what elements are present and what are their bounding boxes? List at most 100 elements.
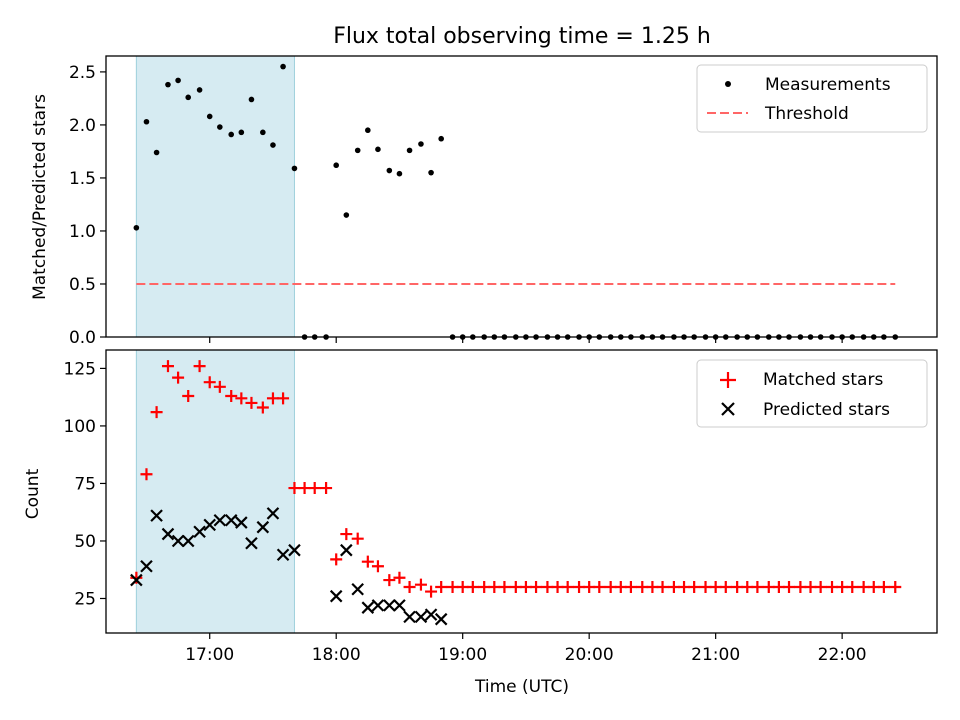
matched-star-point bbox=[330, 553, 343, 566]
predicted-star-point bbox=[403, 610, 416, 624]
predicted-star-point bbox=[276, 548, 290, 562]
x-tick-label: 22:00 bbox=[818, 645, 867, 665]
matched-star-point bbox=[320, 482, 333, 495]
matched-star-point bbox=[614, 580, 627, 593]
matched-star-point bbox=[783, 580, 796, 593]
matched-star-point bbox=[867, 580, 880, 593]
matched-star-point bbox=[857, 580, 870, 593]
predicted-star-point bbox=[224, 513, 238, 527]
bottom-legend-box bbox=[696, 359, 928, 428]
matched-star-point bbox=[519, 580, 532, 593]
y-tick-label: 25 bbox=[74, 589, 96, 609]
matched-star-point bbox=[583, 580, 596, 593]
matched-star-point bbox=[425, 585, 438, 598]
predicted-star-point bbox=[383, 599, 396, 612]
matched-star-point bbox=[203, 376, 216, 389]
matched-star-point bbox=[414, 578, 427, 591]
predicted-star-point bbox=[329, 589, 343, 603]
matched-star-point bbox=[877, 580, 890, 593]
matched-star-point bbox=[667, 580, 680, 593]
y-tick-label: 1.5 bbox=[69, 169, 96, 189]
measurement-point bbox=[165, 81, 171, 88]
matched-star-point bbox=[288, 482, 301, 495]
predicted-star-point bbox=[203, 518, 216, 532]
predicted-star-point bbox=[393, 599, 406, 612]
matched-star-point bbox=[446, 580, 459, 593]
predicted-star-point bbox=[371, 599, 385, 612]
legend-threshold-label: Threshold bbox=[764, 104, 849, 124]
matched-star-point bbox=[656, 580, 669, 593]
y-tick-label: 1.0 bbox=[69, 222, 96, 242]
legend-matched-label: Matched stars bbox=[763, 370, 883, 390]
matched-star-point bbox=[573, 580, 586, 593]
legend-predicted-label: Predicted stars bbox=[763, 400, 890, 420]
matched-star-point bbox=[699, 580, 712, 593]
legend-measurements-label: Measurements bbox=[765, 75, 891, 95]
matched-star-point bbox=[403, 580, 416, 593]
predicted-star-point bbox=[266, 507, 280, 520]
matched-star-point bbox=[383, 574, 396, 587]
matched-stars-points bbox=[130, 360, 902, 598]
matched-star-point bbox=[772, 580, 785, 593]
bottom-legend: Matched stars Predicted stars bbox=[696, 359, 928, 428]
predicted-star-point bbox=[181, 534, 195, 548]
matched-star-point bbox=[308, 482, 321, 495]
matched-star-point bbox=[678, 580, 691, 593]
legend-measurements-marker bbox=[725, 81, 731, 87]
matched-star-point bbox=[836, 580, 849, 593]
predicted-star-point bbox=[434, 612, 448, 626]
measurement-point bbox=[238, 129, 245, 136]
x-tick-label: 20:00 bbox=[565, 645, 614, 665]
predicted-star-point bbox=[150, 509, 163, 522]
y-tick-label: 0.0 bbox=[69, 328, 96, 348]
measurement-point bbox=[428, 169, 434, 176]
predicted-star-point bbox=[424, 608, 438, 621]
matched-star-point bbox=[478, 580, 491, 593]
measurement-point bbox=[354, 147, 361, 154]
measurement-point bbox=[438, 135, 444, 142]
x-tick-label: 17:00 bbox=[185, 645, 234, 665]
y-tick-label: 50 bbox=[74, 532, 96, 552]
matched-star-point bbox=[393, 571, 406, 584]
matched-star-point bbox=[150, 406, 163, 419]
top-shaded-region bbox=[135, 55, 295, 338]
matched-star-point bbox=[604, 580, 617, 593]
measurement-point bbox=[260, 129, 266, 136]
matched-star-point bbox=[646, 580, 659, 593]
measurement-point bbox=[406, 147, 413, 154]
measurement-point bbox=[375, 146, 381, 153]
matched-star-point bbox=[794, 580, 807, 593]
measurement-point bbox=[175, 77, 181, 84]
matched-star-point bbox=[509, 580, 522, 593]
measurement-point bbox=[418, 141, 424, 147]
measurement-point bbox=[248, 96, 255, 103]
matched-star-point bbox=[340, 528, 353, 541]
matched-star-point bbox=[130, 571, 143, 584]
matched-star-point bbox=[731, 580, 744, 593]
matched-star-point bbox=[541, 580, 554, 593]
matched-star-point bbox=[688, 580, 701, 593]
measurement-point bbox=[217, 124, 223, 130]
matched-star-point bbox=[719, 580, 732, 593]
measurement-point bbox=[153, 149, 160, 156]
matched-star-point bbox=[266, 392, 279, 405]
top-x-ticks bbox=[209, 337, 843, 343]
matched-star-point bbox=[488, 580, 501, 593]
measurement-point bbox=[333, 162, 340, 169]
legend-matched-marker bbox=[720, 372, 736, 388]
matched-star-point bbox=[235, 392, 248, 405]
predicted-star-point bbox=[245, 536, 258, 550]
predicted-stars-points bbox=[130, 507, 448, 626]
matched-star-point bbox=[298, 482, 311, 495]
chart-title: Flux total observing time = 1.25 h bbox=[333, 24, 711, 49]
measurement-point bbox=[185, 94, 192, 101]
matched-star-point bbox=[161, 360, 174, 373]
bottom-shaded-region bbox=[135, 349, 295, 634]
measurement-point bbox=[396, 170, 403, 177]
matched-star-point bbox=[193, 360, 206, 373]
matched-star-point bbox=[371, 560, 384, 573]
matched-star-point bbox=[814, 580, 827, 593]
predicted-star-point bbox=[361, 601, 375, 614]
matched-star-point bbox=[172, 371, 185, 384]
